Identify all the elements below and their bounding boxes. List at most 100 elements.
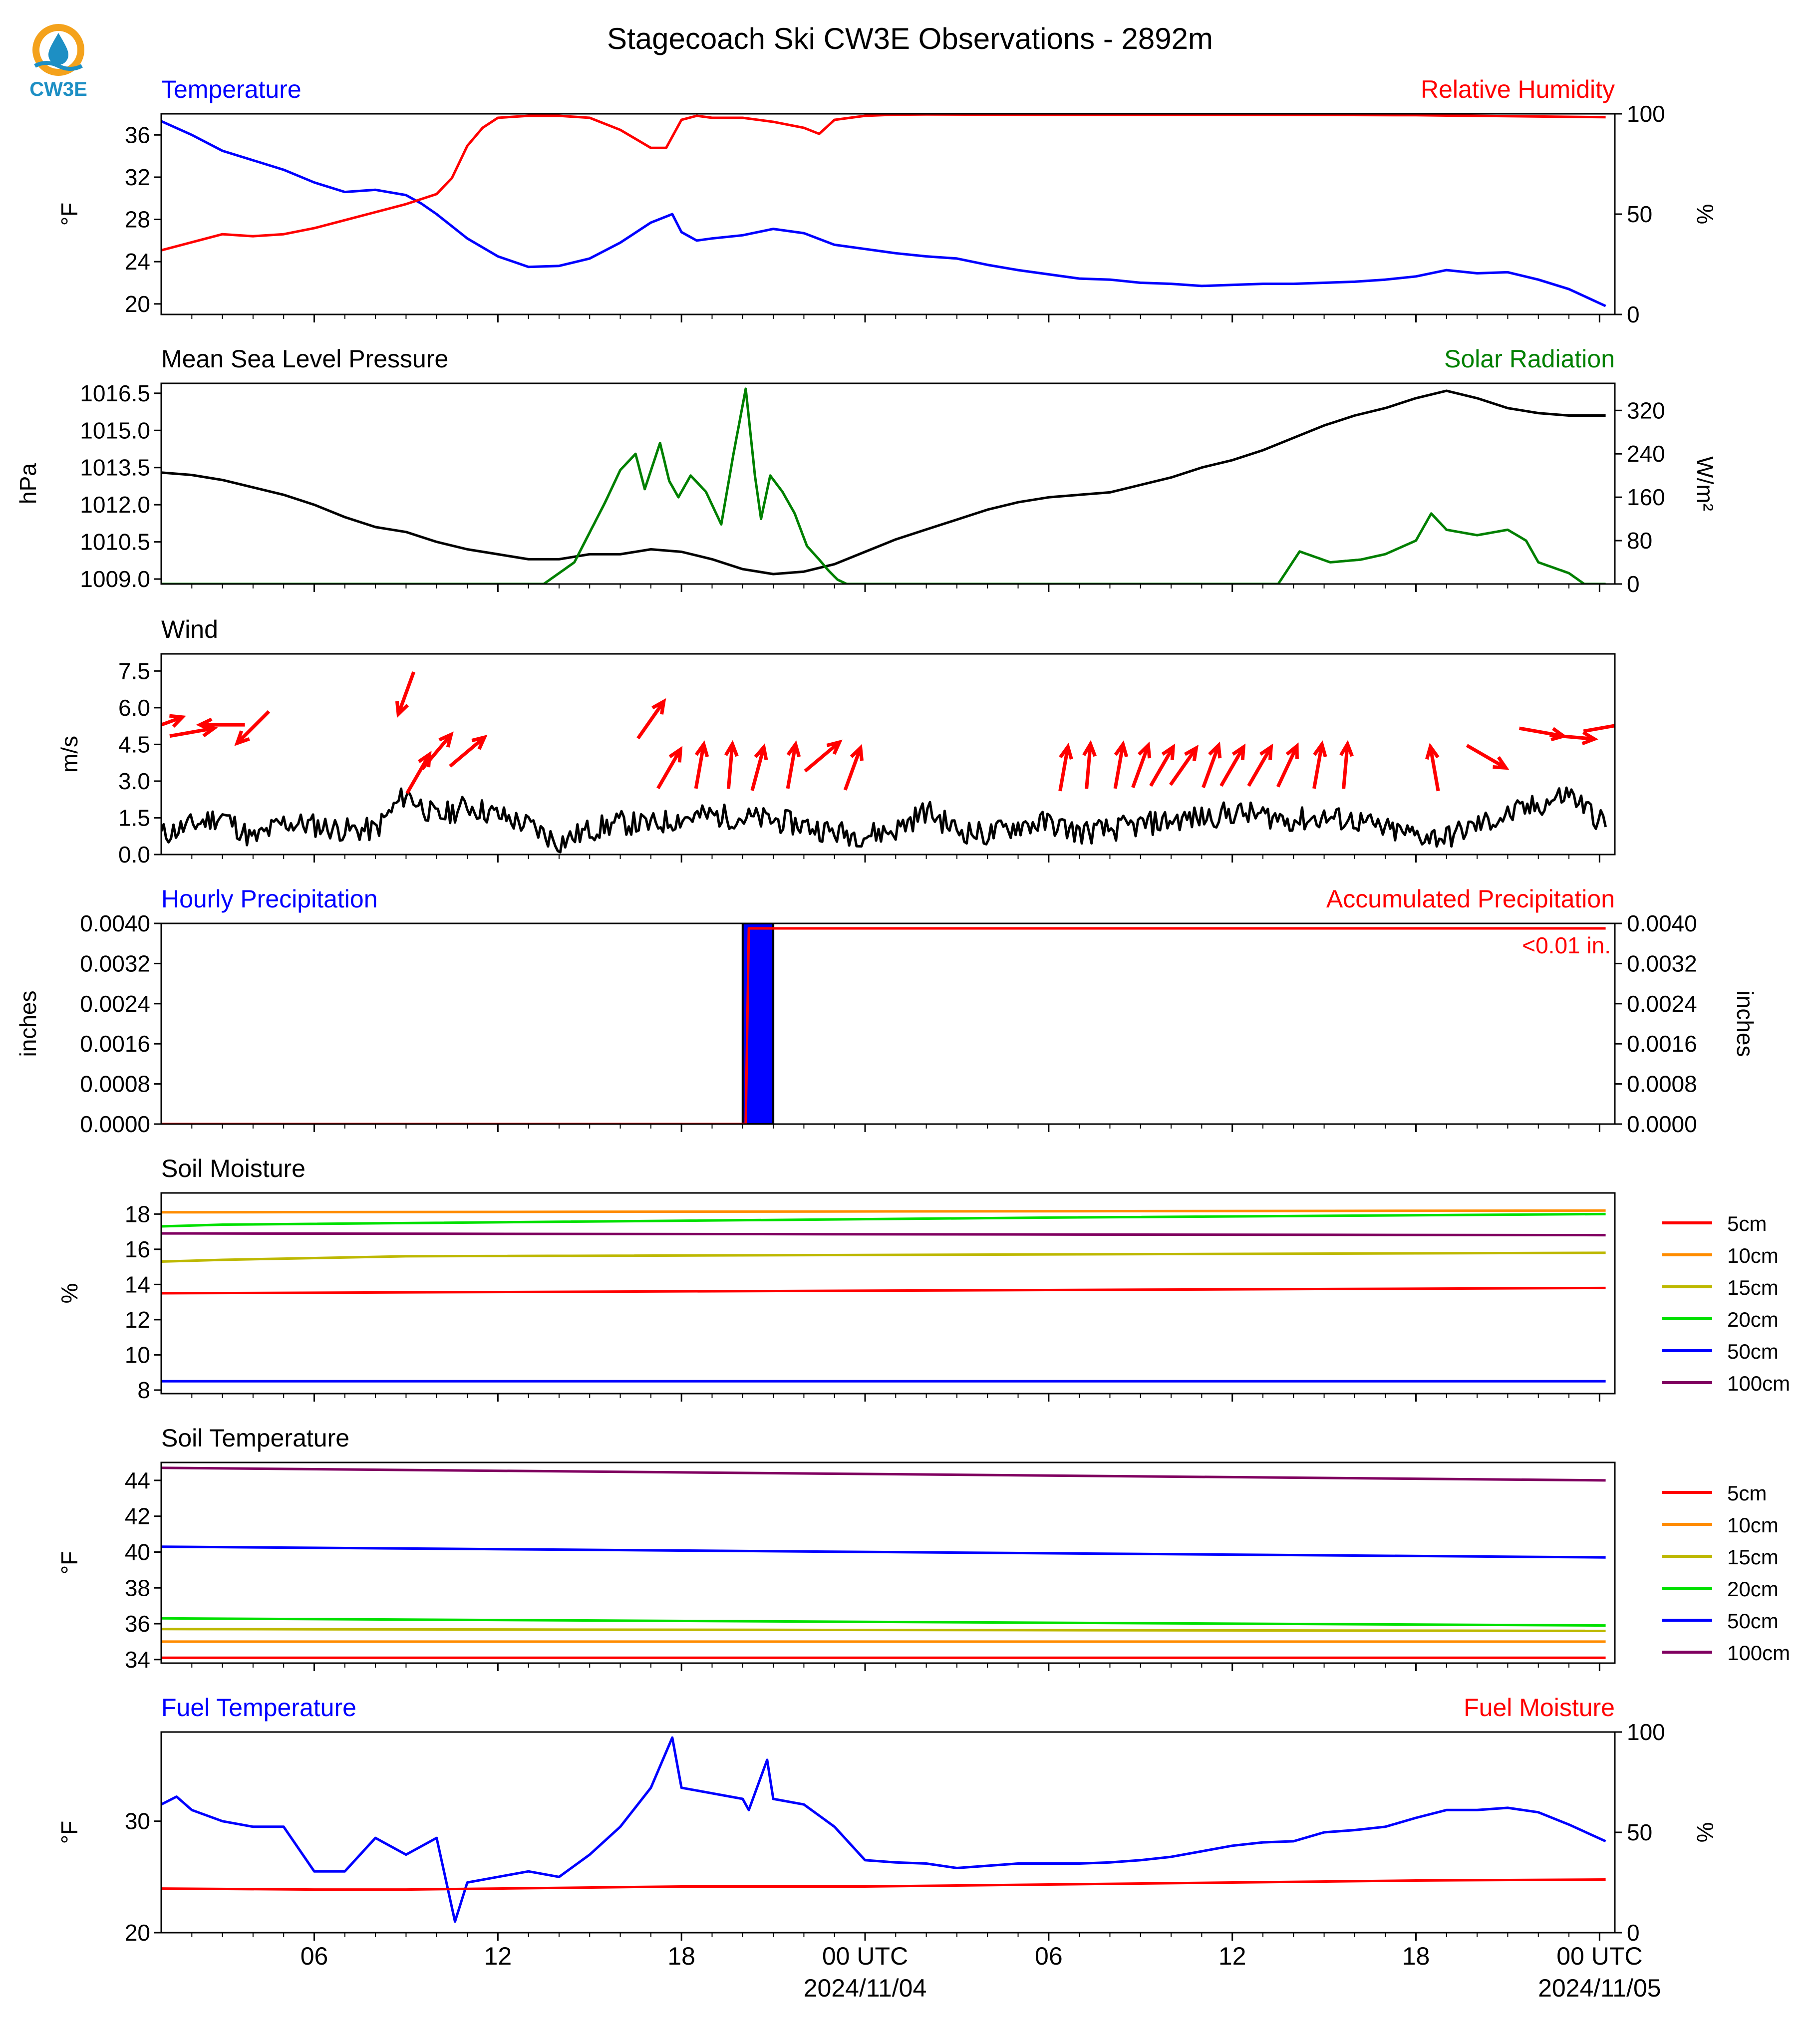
panel-1: Mean Sea Level Pressure Solar Radiation 10… [15, 345, 1718, 597]
panel-title-left: Wind [161, 615, 218, 643]
wind-arrow [1058, 743, 1073, 792]
y-tick-label: 6.0 [118, 695, 150, 721]
y-axis-label: inches [15, 991, 41, 1057]
y-tick-label: 0.0024 [80, 991, 150, 1017]
y-tick-label: 1013.5 [80, 455, 150, 481]
wind-arrow [1247, 743, 1273, 787]
y-tick-label: 44 [125, 1467, 150, 1493]
y-axis-label-right: inches [1732, 991, 1758, 1057]
y-tick-label-right: 0 [1627, 1920, 1640, 1946]
legend-label: 100cm [1727, 1641, 1790, 1665]
panel-title-left: Soil Temperature [161, 1424, 349, 1452]
wind-arrow [1466, 744, 1510, 770]
wind-arrow [1276, 742, 1299, 788]
legend-label: 15cm [1727, 1276, 1779, 1299]
series1-line [161, 387, 1606, 584]
y-tick-label: 36 [125, 1611, 150, 1637]
axes-frame [160, 1192, 1616, 1395]
y-axis-label-right: % [1692, 1822, 1718, 1843]
panel-title-left: Hourly Precipitation [161, 885, 378, 913]
15cm-line [161, 1628, 1606, 1632]
y-tick-label: 0.0016 [80, 1031, 150, 1057]
legend-label: 100cm [1727, 1372, 1790, 1395]
logo-wave-icon [34, 61, 83, 71]
y-tick-label-right: 0.0024 [1627, 991, 1697, 1017]
y-tick-label: 1012.0 [80, 492, 150, 518]
y-tick-label-right: 50 [1627, 201, 1652, 227]
y-tick-label: 16 [125, 1236, 150, 1262]
y-tick-label-right: 320 [1627, 397, 1665, 423]
wind-arrow [1202, 741, 1222, 788]
y-tick-label: 36 [125, 122, 150, 148]
y-tick-label: 4.5 [118, 731, 150, 757]
y-tick-label-right: 0.0016 [1627, 1031, 1697, 1057]
panel-title-right: Accumulated Precipitation [1326, 885, 1615, 913]
wind-arrow [234, 710, 271, 746]
legend-label: 20cm [1727, 1308, 1779, 1331]
wind-arrow [786, 740, 801, 789]
y-tick-label: 42 [125, 1503, 150, 1529]
y-axis-label: °F [56, 1551, 82, 1575]
y-tick-label: 38 [125, 1575, 150, 1601]
y-tick-label: 8 [137, 1377, 150, 1403]
panel-4: Soil Moisture 8 10 12 14 16 18% 5cm 10cm 15cm 20cm… [56, 1155, 1790, 1403]
20cm-line [161, 1212, 1606, 1228]
wind-arrow [636, 698, 666, 740]
wind-arrow [421, 731, 454, 770]
panel-title-left: Soil Moisture [161, 1155, 305, 1182]
y-tick-label-right: 0 [1627, 571, 1640, 597]
y-tick-label: 7.5 [118, 658, 150, 684]
y-tick-label: 24 [125, 249, 150, 275]
wind-arrow [694, 740, 709, 789]
panel-title-left: Temperature [161, 75, 302, 103]
axes-frame [160, 922, 1616, 1125]
x-tick-label: 00 UTC [822, 1942, 908, 1970]
y-tick-label-right: 100 [1627, 1719, 1665, 1745]
10cm-line [161, 1209, 1606, 1214]
y-tick-label-right: 0.0008 [1627, 1071, 1697, 1097]
wind-arrow [1169, 745, 1199, 786]
plot-area [161, 387, 1606, 584]
legend-label: 50cm [1727, 1340, 1779, 1363]
y-tick-label-right: 100 [1627, 101, 1665, 127]
y-tick-label: 40 [125, 1539, 150, 1565]
panel-title-left: Fuel Temperature [161, 1694, 356, 1722]
y-tick-label: 0.0008 [80, 1071, 150, 1097]
plot-area [161, 114, 1606, 307]
y-axis-label: °F [56, 1821, 82, 1844]
y-tick-label: 1015.0 [80, 417, 150, 443]
y-tick-label: 1010.5 [80, 529, 150, 555]
plot-area [161, 1736, 1606, 1923]
y-tick-label: 14 [125, 1271, 150, 1297]
y-tick-label: 1016.5 [80, 380, 150, 406]
legend-label: 50cm [1727, 1609, 1779, 1633]
series0-line [161, 1736, 1606, 1923]
y-tick-label: 30 [125, 1808, 150, 1834]
wind-arrow [196, 717, 245, 732]
plot-area [161, 923, 1606, 1124]
50cm-line [161, 1545, 1606, 1559]
y-tick-label: 12 [125, 1307, 150, 1333]
legend-label: 5cm [1727, 1212, 1767, 1235]
y-tick-label: 0.0032 [80, 950, 150, 976]
wind-arrow [1149, 743, 1176, 787]
legend-label: 5cm [1727, 1481, 1767, 1505]
plot-area [161, 1466, 1606, 1659]
y-tick-label: 32 [125, 164, 150, 190]
panels: Temperature Relative Humidity 20 24 28 32 36 °F… [15, 75, 1790, 2002]
wind-arrow [804, 739, 843, 773]
x-tick-label: 18 [667, 1942, 695, 1970]
wind-arrow [1339, 740, 1354, 789]
y-tick-label: 1.5 [118, 805, 150, 831]
panel-title-right: Solar Radiation [1444, 345, 1615, 373]
y-tick-label: 34 [125, 1647, 150, 1673]
wind-arrow [395, 671, 416, 718]
wind-arrow [161, 714, 186, 728]
y-tick-label-right: 0 [1627, 301, 1640, 327]
series1-line [161, 1878, 1606, 1891]
5cm-line [161, 1286, 1606, 1295]
series1-line [161, 114, 1606, 252]
y-tick-label-right: 0.0040 [1627, 910, 1697, 936]
20cm-line [161, 1617, 1606, 1627]
